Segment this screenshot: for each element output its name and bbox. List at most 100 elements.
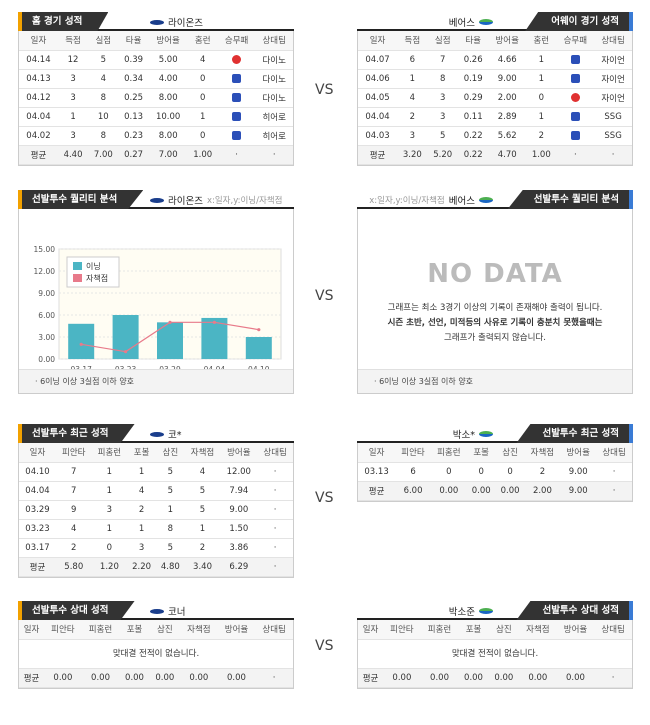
team-name: 베어스 xyxy=(449,15,493,29)
away-record-header: 어웨이 경기 성적 베어스 xyxy=(357,12,633,31)
table-cell: 04.04 xyxy=(19,107,58,127)
table-cell: 9.00 xyxy=(220,500,258,520)
table-cell: 0 xyxy=(187,69,218,89)
table-cell: · xyxy=(596,462,632,482)
table-cell: 1 xyxy=(91,462,128,482)
legend-label: 자책점 xyxy=(86,273,108,283)
table-cell: 03.13 xyxy=(358,462,396,482)
table-cell: 0 xyxy=(91,538,128,558)
average-cell: 0.00 xyxy=(495,481,525,501)
table-cell: 10.00 xyxy=(148,107,188,127)
loss-icon xyxy=(570,111,580,121)
average-cell: 4.70 xyxy=(488,145,527,165)
table-row: 04.13 3 4 0.34 4.00 0 다이노 xyxy=(19,69,293,89)
table-cell: 3 xyxy=(57,69,89,89)
quality-title: 선발투수 퀄리티 분석 xyxy=(18,190,144,209)
average-cell: 0.00 xyxy=(217,668,256,688)
average-cell: 1.00 xyxy=(187,145,218,165)
table-cell: 2.00 xyxy=(488,88,527,108)
home-record-panel: 홈 경기 성적 라이온즈 일자 득점 실점 타율 방어율 홈런 승무패 상대팀 04.14 12 5… xyxy=(18,12,294,166)
vs-label: VS xyxy=(315,82,334,98)
quality-chart-box: 15.00 12.00 9.00 6.00 3.00 0.00 03.17 03.23 03.2… xyxy=(18,209,294,394)
pitcher-vs-panel-left: 선발투수 상대 성적 코너 일자 피안타 피홈런 포볼 삼진 자책점 방어율 상대팀 맞대결 전… xyxy=(18,601,294,689)
table-cell: · xyxy=(257,519,293,539)
column-header: 자책점 xyxy=(184,443,221,463)
column-header: 상대팀 xyxy=(596,443,632,463)
average-cell: · xyxy=(556,145,595,165)
column-header: 방어율 xyxy=(560,443,597,463)
table-cell: 0.11 xyxy=(457,107,489,127)
table-cell xyxy=(217,126,256,146)
column-header: 일자 xyxy=(358,31,398,51)
table-cell xyxy=(556,50,595,70)
table-cell: 5 xyxy=(155,481,185,501)
table-cell: 7 xyxy=(427,50,458,70)
pitcher-recent-panel-right: 선발투수 최근 성적 박소* 일자 피안타 피홈런 포볼 삼진 자책점 방어율 상대팀 03.1… xyxy=(357,424,633,502)
table-cell: 6 xyxy=(397,50,428,70)
table-row: 03.17 2 0 3 5 2 3.86 · xyxy=(19,538,293,558)
x-tick-label: 03.17 xyxy=(70,365,92,369)
quality-chart: 15.00 12.00 9.00 6.00 3.00 0.00 03.17 03.23 03.2… xyxy=(34,245,282,369)
vs-record-title: 선발투수 상대 성적 xyxy=(516,601,633,620)
average-cell: 평균 xyxy=(19,668,45,688)
average-row: 평균 0.00 0.00 0.00 0.00 0.00 0.00 · xyxy=(358,668,632,688)
bears-logo-icon xyxy=(479,431,493,437)
y-tick-label: 9.00 xyxy=(38,289,55,298)
table-cell: 04.04 xyxy=(19,481,56,501)
table-cell: 0 xyxy=(495,462,525,482)
column-header: 방어율 xyxy=(217,620,256,640)
table-cell: 03.23 xyxy=(19,519,56,539)
average-cell: 1.00 xyxy=(526,145,557,165)
table-cell xyxy=(556,107,595,127)
table-cell: 04.13 xyxy=(19,69,58,89)
table-cell: 4 xyxy=(55,519,92,539)
table-cell: 04.07 xyxy=(358,50,398,70)
average-cell: · xyxy=(217,145,256,165)
table-cell: 0.29 xyxy=(457,88,489,108)
average-cell: 0.00 xyxy=(81,668,120,688)
column-header: 상대팀 xyxy=(594,31,632,51)
loss-icon xyxy=(232,130,242,140)
line-point xyxy=(124,350,128,354)
table-cell: 3 xyxy=(57,88,89,108)
table-cell: 03.29 xyxy=(19,500,56,520)
column-header: 득점 xyxy=(397,31,428,51)
table-row: 04.07 6 7 0.26 4.66 1 자이언 xyxy=(358,50,632,70)
average-cell: 5.20 xyxy=(427,145,458,165)
loss-icon xyxy=(232,73,242,83)
table-cell: 0.23 xyxy=(118,126,149,146)
column-header: 상대팀 xyxy=(255,620,293,640)
table-cell: 다이노 xyxy=(255,69,293,89)
table-cell: 4 xyxy=(397,88,428,108)
average-cell: · xyxy=(255,668,293,688)
column-header: 삼진 xyxy=(155,443,185,463)
table-row: 04.03 3 5 0.22 5.62 2 SSG xyxy=(358,126,632,146)
column-header: 실점 xyxy=(88,31,119,51)
column-header: 피안타 xyxy=(383,620,421,640)
table-cell xyxy=(556,126,595,146)
table-cell: 0.13 xyxy=(118,107,149,127)
legend-swatch xyxy=(73,274,82,282)
x-tick-label: 03.29 xyxy=(159,365,181,369)
home-record-header: 홈 경기 성적 라이온즈 xyxy=(18,12,294,31)
vs-label: VS xyxy=(315,288,334,304)
table-cell: 04.06 xyxy=(358,69,398,89)
table-cell xyxy=(217,107,256,127)
table-cell: 9.00 xyxy=(488,69,527,89)
column-header: 일자 xyxy=(19,31,58,51)
y-tick-label: 3.00 xyxy=(38,333,55,342)
column-header: 상대팀 xyxy=(257,443,293,463)
average-cell: 평균 xyxy=(358,145,398,165)
table-cell xyxy=(556,88,595,108)
average-row: 평균 3.20 5.20 0.22 4.70 1.00 · · xyxy=(358,145,632,165)
loss-icon xyxy=(570,54,580,64)
table-cell: 4 xyxy=(187,50,218,70)
away-record-title: 어웨이 경기 성적 xyxy=(525,12,633,31)
table-cell: 8.00 xyxy=(148,88,188,108)
table-cell: 5 xyxy=(184,481,221,501)
no-match-message: 맞대결 전적이 없습니다. xyxy=(19,639,293,669)
table-cell: 자이언 xyxy=(594,69,632,89)
table-row: 04.05 4 3 0.29 2.00 0 자이언 xyxy=(358,88,632,108)
table-cell: 1 xyxy=(397,69,428,89)
table-cell: 04.04 xyxy=(358,107,398,127)
